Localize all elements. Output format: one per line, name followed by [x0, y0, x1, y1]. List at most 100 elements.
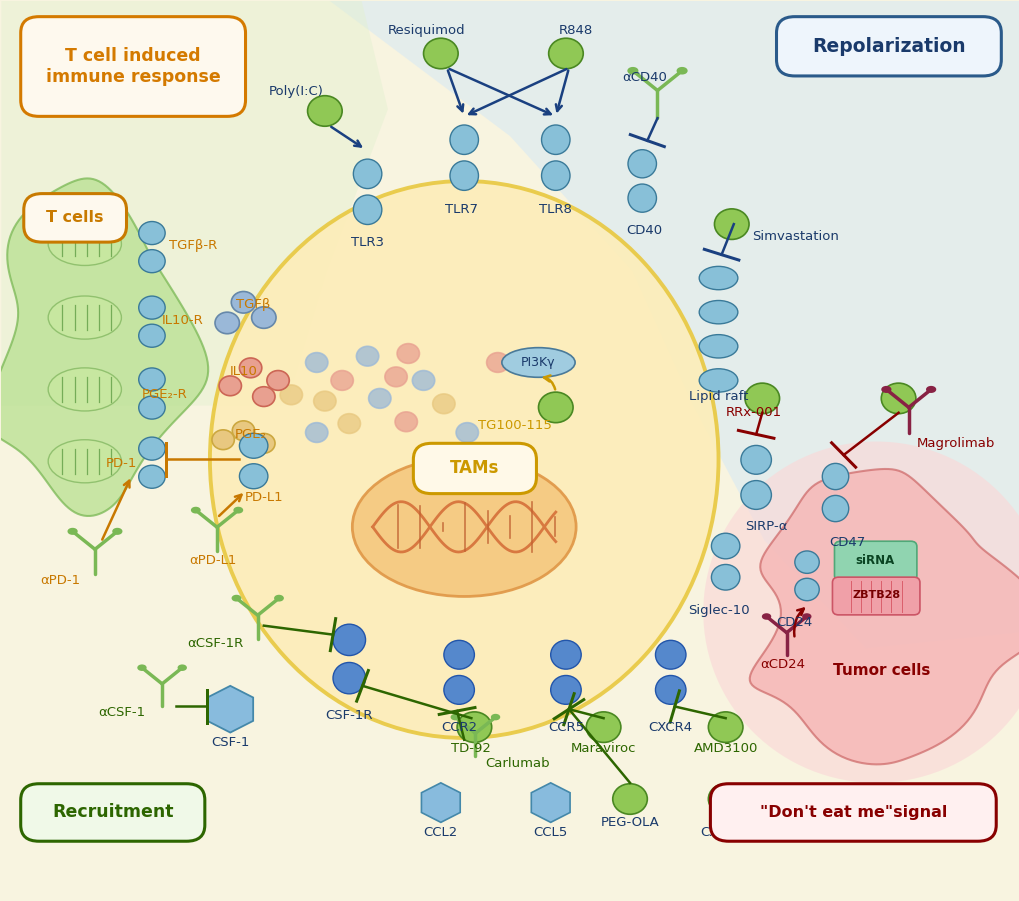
- Ellipse shape: [821, 496, 848, 522]
- Ellipse shape: [48, 296, 121, 339]
- Ellipse shape: [139, 465, 165, 488]
- Ellipse shape: [139, 324, 165, 347]
- FancyBboxPatch shape: [23, 194, 126, 242]
- Circle shape: [330, 370, 353, 390]
- FancyBboxPatch shape: [413, 443, 536, 494]
- Text: R848: R848: [558, 23, 593, 37]
- Circle shape: [707, 712, 742, 742]
- Circle shape: [356, 346, 378, 366]
- Ellipse shape: [239, 433, 268, 459]
- Circle shape: [280, 385, 303, 405]
- Text: CSF-1R: CSF-1R: [325, 709, 373, 722]
- Text: αCD24: αCD24: [759, 658, 804, 670]
- Polygon shape: [307, 0, 1019, 648]
- Ellipse shape: [698, 369, 737, 392]
- Circle shape: [267, 370, 289, 390]
- Ellipse shape: [449, 161, 478, 190]
- Ellipse shape: [926, 387, 934, 392]
- Circle shape: [306, 423, 327, 442]
- Text: TG100-115: TG100-115: [478, 419, 551, 432]
- Text: Maraviroc: Maraviroc: [571, 742, 636, 755]
- Ellipse shape: [541, 125, 570, 154]
- Circle shape: [586, 712, 621, 742]
- Ellipse shape: [353, 195, 381, 224]
- Ellipse shape: [352, 457, 576, 596]
- Text: αCD40: αCD40: [622, 71, 666, 84]
- Circle shape: [707, 784, 742, 815]
- FancyBboxPatch shape: [834, 542, 916, 581]
- Ellipse shape: [48, 440, 121, 483]
- FancyBboxPatch shape: [775, 16, 1001, 76]
- Ellipse shape: [234, 507, 243, 513]
- Text: Tumor cells: Tumor cells: [832, 663, 929, 678]
- Ellipse shape: [698, 301, 737, 323]
- Ellipse shape: [192, 507, 200, 513]
- Text: TLR3: TLR3: [351, 236, 384, 249]
- Ellipse shape: [68, 529, 76, 534]
- Circle shape: [432, 394, 454, 414]
- Ellipse shape: [113, 529, 121, 534]
- Ellipse shape: [628, 150, 656, 177]
- Text: TLR7: TLR7: [444, 204, 477, 216]
- FancyBboxPatch shape: [832, 578, 919, 614]
- Circle shape: [455, 423, 478, 442]
- Polygon shape: [1, 0, 387, 405]
- Circle shape: [337, 414, 360, 433]
- Circle shape: [253, 433, 275, 453]
- Polygon shape: [207, 686, 253, 733]
- Ellipse shape: [275, 596, 282, 601]
- Polygon shape: [531, 783, 570, 823]
- Ellipse shape: [139, 396, 165, 419]
- Ellipse shape: [139, 222, 165, 244]
- Text: TAMs: TAMs: [449, 460, 499, 478]
- Text: CCL2: CCL2: [423, 825, 458, 839]
- Ellipse shape: [239, 464, 268, 488]
- Text: Siglec-10: Siglec-10: [687, 604, 749, 617]
- Text: PD-L1: PD-L1: [245, 491, 283, 504]
- Text: CCL5: CCL5: [533, 825, 568, 839]
- Circle shape: [252, 306, 276, 328]
- Text: "Don't eat me"signal: "Don't eat me"signal: [759, 805, 946, 820]
- Ellipse shape: [138, 665, 146, 670]
- Circle shape: [212, 430, 234, 450]
- Text: CCR5: CCR5: [547, 721, 584, 733]
- Ellipse shape: [698, 334, 737, 358]
- Circle shape: [215, 312, 239, 333]
- Circle shape: [231, 292, 256, 313]
- Ellipse shape: [443, 676, 474, 705]
- Text: αCSF-1: αCSF-1: [99, 706, 146, 719]
- Text: T cell induced
immune response: T cell induced immune response: [46, 47, 220, 86]
- Ellipse shape: [794, 578, 818, 601]
- FancyBboxPatch shape: [709, 784, 996, 842]
- Ellipse shape: [802, 614, 810, 619]
- Text: ZBTB28: ZBTB28: [851, 590, 900, 600]
- Text: Resiquimod: Resiquimod: [387, 23, 465, 37]
- Text: Poly(I:C): Poly(I:C): [269, 85, 323, 97]
- Text: CD40: CD40: [626, 224, 661, 237]
- Text: CXCL12: CXCL12: [699, 825, 750, 839]
- Ellipse shape: [541, 161, 570, 190]
- Text: T cells: T cells: [46, 210, 104, 225]
- Text: TGFβ-R: TGFβ-R: [168, 239, 217, 252]
- Text: Carlumab: Carlumab: [485, 757, 549, 769]
- Text: Repolarization: Repolarization: [811, 37, 965, 56]
- Text: TD-92: TD-92: [451, 742, 491, 755]
- Text: CD24: CD24: [775, 616, 812, 630]
- Text: Magrolimab: Magrolimab: [916, 437, 995, 450]
- Ellipse shape: [821, 463, 848, 489]
- Ellipse shape: [698, 267, 737, 290]
- Circle shape: [232, 421, 255, 441]
- Ellipse shape: [550, 641, 581, 669]
- Ellipse shape: [443, 641, 474, 669]
- Text: siRNA: siRNA: [855, 553, 894, 567]
- Text: CXCR4: CXCR4: [648, 721, 692, 733]
- Text: IL10-R: IL10-R: [161, 314, 203, 327]
- Circle shape: [423, 38, 458, 68]
- Circle shape: [384, 367, 407, 387]
- Ellipse shape: [710, 533, 739, 559]
- Ellipse shape: [491, 714, 499, 720]
- Text: Recruitment: Recruitment: [52, 804, 173, 822]
- Text: SIRP-α: SIRP-α: [744, 521, 787, 533]
- Circle shape: [612, 784, 647, 815]
- Circle shape: [412, 370, 434, 390]
